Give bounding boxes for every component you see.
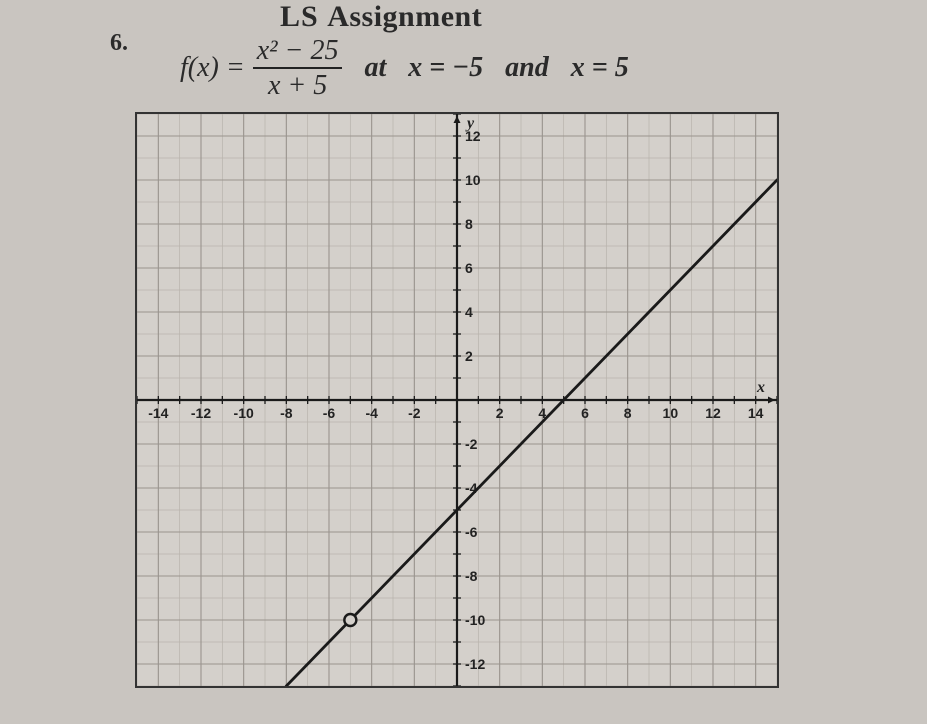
fraction: x² − 25 x + 5 (253, 36, 343, 101)
svg-text:-6: -6 (323, 405, 336, 421)
assignment-title: LS Assignment (280, 0, 482, 34)
function-formula: f(x) = x² − 25 x + 5 at x = −5 and x = 5 (180, 36, 629, 101)
svg-text:-10: -10 (465, 612, 485, 628)
x-eq-5: x = 5 (571, 52, 629, 84)
svg-text:4: 4 (465, 304, 473, 320)
svg-text:-2: -2 (408, 405, 421, 421)
svg-text:10: 10 (465, 172, 481, 188)
svg-text:14: 14 (748, 405, 764, 421)
svg-text:12: 12 (705, 405, 721, 421)
svg-text:-14: -14 (148, 405, 168, 421)
problem-number: 6. (110, 30, 128, 57)
page-root: LS Assignment 6. f(x) = x² − 25 x + 5 at… (0, 0, 927, 724)
svg-text:10: 10 (663, 405, 679, 421)
svg-text:2: 2 (465, 348, 473, 364)
graph-svg: xy-14-12-10-8-6-4-2246810121412108642-2-… (137, 114, 777, 686)
svg-text:-2: -2 (465, 436, 478, 452)
svg-text:-8: -8 (280, 405, 293, 421)
svg-text:8: 8 (624, 405, 632, 421)
svg-text:8: 8 (465, 216, 473, 232)
numerator: x² − 25 (253, 36, 343, 65)
svg-text:x: x (756, 379, 765, 396)
svg-text:-10: -10 (234, 405, 254, 421)
svg-text:-8: -8 (465, 568, 478, 584)
svg-text:-12: -12 (465, 656, 485, 672)
and-label: and (505, 52, 549, 84)
fx-label: f(x) = (180, 52, 245, 84)
svg-text:12: 12 (465, 128, 481, 144)
at-label: at (364, 52, 386, 84)
svg-text:6: 6 (581, 405, 589, 421)
svg-text:-4: -4 (365, 405, 378, 421)
svg-text:-12: -12 (191, 405, 211, 421)
svg-text:-6: -6 (465, 524, 478, 540)
graph-container: xy-14-12-10-8-6-4-2246810121412108642-2-… (135, 112, 779, 688)
denominator: x + 5 (264, 71, 331, 100)
svg-text:6: 6 (465, 260, 473, 276)
x-eq-neg5: x = −5 (408, 52, 483, 84)
svg-text:2: 2 (496, 405, 504, 421)
